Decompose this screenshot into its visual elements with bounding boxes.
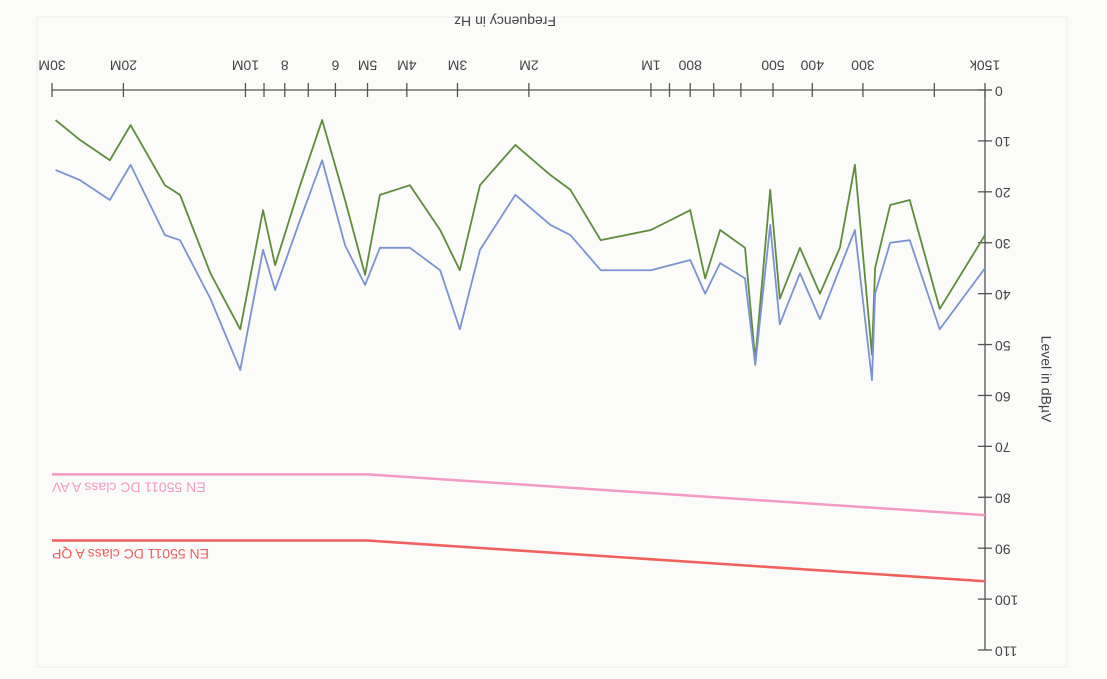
x-tick-label: 300 [851,57,875,73]
x-tick-label: 6 [331,57,339,73]
x-tick-label: 3M [448,57,467,73]
frame [36,16,1068,668]
x-tick-label: 5M [358,57,377,73]
y-tick-label: 10 [995,134,1011,150]
y-tick-label: 50 [995,338,1011,354]
y-axis-title: Level in dBµV [1038,336,1054,423]
y-tick-label: 70 [995,440,1011,456]
y-tick-label: 20 [995,185,1011,201]
y-tick-label: 100 [995,592,1019,608]
limit-line [52,473,986,517]
series-line [54,119,986,361]
y-tick-label: 110 [995,643,1018,659]
y-tick-label: 90 [995,541,1011,557]
x-axis-title: Frequency in Hz [454,13,556,29]
y-tick-label: 30 [995,236,1011,252]
x-tick-label: 2M [519,57,538,73]
plot-rotated: Frequency in Hz Level in dBµV 0 10 20 30 40 5… [36,13,1068,668]
y-tick-label: 80 [995,491,1011,507]
y-tick-label: 60 [995,389,1011,405]
limit-label: EN 55011 DC class A AV [51,480,205,496]
limit-label: EN 55011 DC class A QP [52,546,209,562]
x-tick-label: 4M [397,57,416,73]
x-tick-label: 800 [678,57,702,73]
x-tick-label: 1M [641,57,660,73]
x-tick-label: 500 [761,57,785,73]
y-tick-label: 0 [995,83,1003,99]
x-tick-label: 8 [281,57,289,73]
x-tick-label: 20M [110,57,137,73]
limit-line [52,539,986,583]
x-tick-label: 30M [38,57,65,73]
x-tick-label: 10M [232,57,259,73]
series-line [55,159,986,382]
x-tick-label: 400 [800,57,824,73]
x-tick-label: 150k [969,57,1000,73]
y-tick-label: 40 [995,287,1011,303]
